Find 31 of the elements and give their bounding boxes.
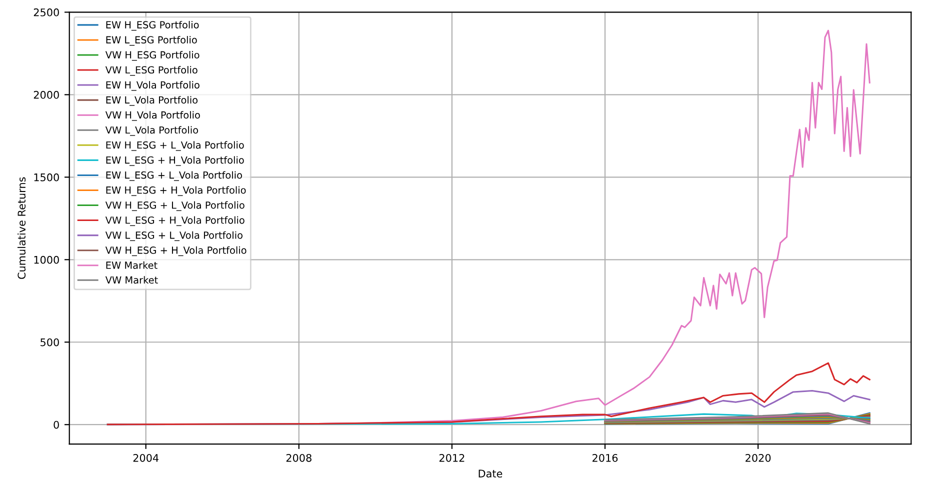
legend-label: EW H_Vola Portfolio [106,81,200,91]
legend-label: VW Market [105,276,158,284]
legend-label: VW L_ESG + L_Vola Portfolio [105,231,242,242]
x-tick-label: 2012 [439,454,464,462]
y-axis-title: Cumulative Returns [18,177,26,279]
legend-label: EW H_ESG + L_Vola Portfolio [106,141,244,151]
legend-label: VW H_ESG Portfolio [105,51,200,61]
x-tick-label: 2020 [746,454,771,462]
y-tick-label: 2500 [34,8,59,16]
y-tick-label: 2000 [34,90,59,99]
legend-label: EW H_ESG + H_Vola Portfolio [106,186,246,196]
y-tick-label: 1000 [34,256,59,264]
legend-label: EW L_ESG + L_Vola Portfolio [106,171,242,181]
y-tick-label: 0 [54,420,59,429]
legend-label: VW L_ESG + H_Vola Portfolio [105,216,244,226]
legend-label: VW L_Vola Portfolio [105,126,198,136]
legend-label: VW H_ESG + L_Vola Portfolio [105,201,244,211]
legend-label: EW H_ESG Portfolio [106,20,199,31]
legend-label: VW H_ESG + H_Vola Portfolio [105,246,246,256]
y-tick-label: 500 [40,338,59,346]
x-tick-label: 2008 [286,454,312,462]
legend-label: VW L_ESG Portfolio [105,66,198,76]
legend-label: EW Market [106,261,158,269]
legend-label: EW L_Vola Portfolio [106,96,198,106]
legend-label: EW L_ESG + H_Vola Portfolio [106,156,244,166]
y-tick-label: 1500 [34,173,59,182]
legend-label: EW L_ESG Portfolio [106,36,197,46]
x-tick-label: 2004 [133,454,159,462]
legend-label: VW H_Vola Portfolio [105,111,200,121]
x-tick-label: 2016 [592,454,618,462]
x-axis-title: Date [478,470,502,478]
